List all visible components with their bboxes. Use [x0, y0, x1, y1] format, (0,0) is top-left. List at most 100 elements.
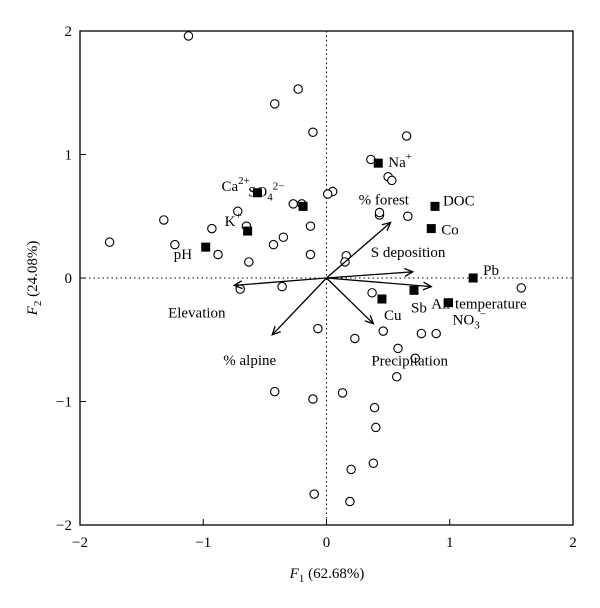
- variable-point: [409, 285, 419, 295]
- point-labels: DOC Co Na+ Ca2+SO42− K+ pH Pb Sb Cu NO3− % forest S…: [168, 151, 527, 370]
- variable-label: Pb: [483, 263, 499, 279]
- site-point: [288, 199, 298, 209]
- site-point: [104, 237, 115, 247]
- site-point: [346, 464, 356, 475]
- vector-label: S deposition: [371, 245, 446, 261]
- site-point: [369, 402, 380, 413]
- vector-arrowhead: [422, 281, 433, 291]
- site-point: [350, 333, 360, 344]
- y-tick-label: −2: [56, 518, 72, 534]
- x-tick-label: −1: [195, 535, 211, 551]
- vector-arrow: [326, 221, 392, 279]
- vector-arrow: [326, 277, 374, 325]
- vector-label: % alpine: [223, 353, 276, 369]
- zero-lines: [80, 31, 573, 525]
- y-tick-label: 1: [65, 148, 73, 164]
- site-point: [403, 211, 413, 222]
- site-point: [305, 221, 316, 231]
- site-point: [207, 223, 217, 234]
- variable-point: [468, 273, 478, 283]
- site-point: [393, 343, 403, 354]
- site-point: [293, 84, 303, 94]
- variable-point: [377, 294, 387, 304]
- site-point: [516, 283, 526, 293]
- variable-point: [373, 158, 383, 168]
- site-point: [392, 372, 402, 382]
- vector-arrow: [271, 277, 327, 336]
- site-point: [374, 207, 385, 218]
- site-point: [268, 239, 279, 250]
- site-point: [368, 458, 379, 468]
- site-point: [277, 281, 287, 292]
- site-point: [313, 323, 323, 334]
- x-tick-label: 0: [323, 535, 331, 551]
- y-axis-label: F2 (24.08%): [25, 241, 44, 317]
- variable-point: [430, 201, 440, 211]
- site-point: [233, 206, 243, 217]
- variable-point: [444, 298, 454, 308]
- variable-point: [252, 188, 262, 198]
- variable-point: [243, 226, 253, 236]
- vector-arrowhead: [404, 267, 415, 277]
- site-point: [170, 239, 180, 250]
- y-tick-label: 2: [65, 24, 73, 40]
- site-point: [387, 175, 397, 186]
- y-tick-label: −1: [56, 395, 72, 411]
- variable-point: [298, 201, 308, 211]
- vector-arrowhead: [232, 280, 243, 290]
- site-points: [104, 31, 526, 507]
- site-point: [401, 131, 412, 141]
- variable-label: NO3−: [453, 309, 486, 332]
- site-point: [345, 496, 355, 507]
- vector-label: Precipitation: [371, 354, 448, 370]
- vector-arrow: [326, 271, 413, 279]
- variable-label: Ca2+: [221, 175, 249, 195]
- site-point: [416, 328, 427, 339]
- variable-point: [426, 224, 436, 234]
- x-axis-label: F1 (62.68%): [289, 566, 365, 585]
- x-tick-label: 1: [446, 535, 454, 551]
- site-point: [322, 189, 333, 199]
- variable-label: K+: [225, 210, 242, 230]
- site-point: [367, 288, 377, 298]
- site-point: [269, 386, 280, 397]
- site-point: [308, 127, 318, 138]
- x-tick-label: 2: [569, 535, 577, 551]
- site-point: [305, 249, 316, 260]
- vector-arrowhead: [271, 326, 281, 336]
- vector-arrowhead: [381, 221, 392, 231]
- environment-vectors: [232, 221, 433, 336]
- site-point: [159, 215, 169, 225]
- site-point: [278, 232, 289, 242]
- vector-label: Elevation: [168, 305, 226, 321]
- variable-label: DOC: [443, 193, 475, 209]
- site-point: [183, 31, 194, 41]
- vector-arrow: [234, 277, 327, 287]
- variable-label: SO42−: [248, 180, 284, 203]
- variable-label: Na+: [388, 151, 412, 171]
- variable-points: [201, 158, 478, 308]
- variable-label: Sb: [411, 300, 427, 316]
- axis-ticks: −2 −1 0 1 2 −2 −1 0 1 2: [56, 24, 577, 551]
- site-point: [309, 489, 319, 499]
- variable-point: [201, 242, 211, 252]
- site-point: [371, 422, 381, 433]
- variable-label: pH: [174, 247, 193, 263]
- site-point: [213, 249, 223, 260]
- site-point: [308, 394, 318, 404]
- vector-label: Air temperature: [431, 297, 527, 313]
- site-point: [431, 328, 441, 339]
- vector-label: % forest: [359, 192, 410, 208]
- y-tick-label: 0: [65, 271, 73, 287]
- vector-arrow: [326, 277, 432, 288]
- site-point: [378, 326, 388, 336]
- variable-label: Co: [441, 223, 459, 239]
- vector-arrowhead: [364, 315, 375, 325]
- x-tick-label: −2: [72, 535, 88, 551]
- variable-label: Cu: [384, 308, 402, 324]
- site-point: [337, 388, 348, 398]
- site-point: [269, 99, 280, 109]
- site-point: [410, 353, 420, 364]
- site-point: [244, 257, 254, 267]
